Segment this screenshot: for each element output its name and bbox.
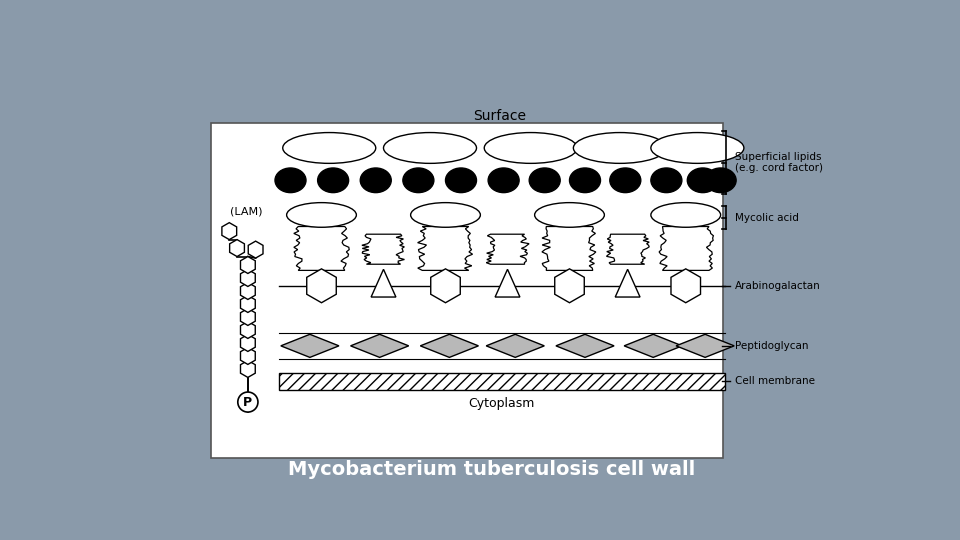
Text: Peptidoglycan: Peptidoglycan bbox=[734, 341, 808, 351]
Ellipse shape bbox=[651, 132, 744, 164]
Bar bbox=[211, 123, 723, 457]
Ellipse shape bbox=[383, 132, 476, 164]
Ellipse shape bbox=[573, 132, 666, 164]
Ellipse shape bbox=[569, 168, 601, 193]
Polygon shape bbox=[241, 308, 255, 326]
Polygon shape bbox=[241, 269, 255, 286]
Polygon shape bbox=[241, 334, 255, 352]
Text: Arabinogalactan: Arabinogalactan bbox=[734, 281, 821, 291]
Polygon shape bbox=[615, 269, 640, 297]
Polygon shape bbox=[431, 269, 460, 303]
Ellipse shape bbox=[535, 202, 605, 227]
Polygon shape bbox=[372, 269, 396, 297]
Polygon shape bbox=[624, 334, 683, 357]
Polygon shape bbox=[350, 334, 409, 357]
Polygon shape bbox=[294, 226, 349, 271]
Ellipse shape bbox=[687, 168, 718, 193]
Ellipse shape bbox=[488, 168, 519, 193]
Polygon shape bbox=[607, 234, 649, 264]
Ellipse shape bbox=[403, 168, 434, 193]
Polygon shape bbox=[241, 361, 255, 377]
Polygon shape bbox=[555, 269, 585, 303]
Bar bbox=[278, 373, 725, 390]
Ellipse shape bbox=[445, 168, 476, 193]
Ellipse shape bbox=[529, 168, 561, 193]
Ellipse shape bbox=[706, 168, 736, 193]
Text: Mycolic acid: Mycolic acid bbox=[734, 213, 799, 222]
Polygon shape bbox=[418, 226, 472, 271]
Polygon shape bbox=[660, 226, 713, 271]
Polygon shape bbox=[241, 295, 255, 313]
Text: Superficial lipids
(e.g. cord factor): Superficial lipids (e.g. cord factor) bbox=[734, 152, 823, 173]
Polygon shape bbox=[229, 240, 245, 256]
Polygon shape bbox=[676, 334, 734, 357]
Ellipse shape bbox=[318, 168, 348, 193]
Ellipse shape bbox=[651, 202, 721, 227]
Polygon shape bbox=[420, 334, 478, 357]
Ellipse shape bbox=[275, 168, 306, 193]
Polygon shape bbox=[249, 241, 263, 258]
Polygon shape bbox=[241, 256, 255, 273]
Ellipse shape bbox=[610, 168, 641, 193]
Ellipse shape bbox=[411, 202, 480, 227]
Polygon shape bbox=[671, 269, 701, 303]
Ellipse shape bbox=[283, 132, 375, 164]
Ellipse shape bbox=[360, 168, 392, 193]
Text: Cytoplasm: Cytoplasm bbox=[468, 397, 535, 410]
Polygon shape bbox=[486, 334, 544, 357]
Polygon shape bbox=[542, 226, 596, 271]
Ellipse shape bbox=[287, 202, 356, 227]
Circle shape bbox=[238, 392, 258, 412]
Polygon shape bbox=[556, 334, 614, 357]
Ellipse shape bbox=[484, 132, 577, 164]
Text: P: P bbox=[243, 396, 252, 409]
Polygon shape bbox=[362, 234, 404, 264]
Text: Mycobacterium tuberculosis cell wall: Mycobacterium tuberculosis cell wall bbox=[288, 460, 696, 478]
Text: (LAM): (LAM) bbox=[230, 206, 263, 217]
Text: Cell membrane: Cell membrane bbox=[734, 376, 815, 386]
Ellipse shape bbox=[651, 168, 682, 193]
Polygon shape bbox=[241, 347, 255, 365]
Polygon shape bbox=[307, 269, 336, 303]
Polygon shape bbox=[495, 269, 520, 297]
Polygon shape bbox=[241, 321, 255, 339]
Polygon shape bbox=[281, 334, 339, 357]
Polygon shape bbox=[222, 222, 237, 240]
Text: Surface: Surface bbox=[473, 109, 526, 123]
Polygon shape bbox=[241, 282, 255, 300]
Polygon shape bbox=[486, 234, 529, 264]
